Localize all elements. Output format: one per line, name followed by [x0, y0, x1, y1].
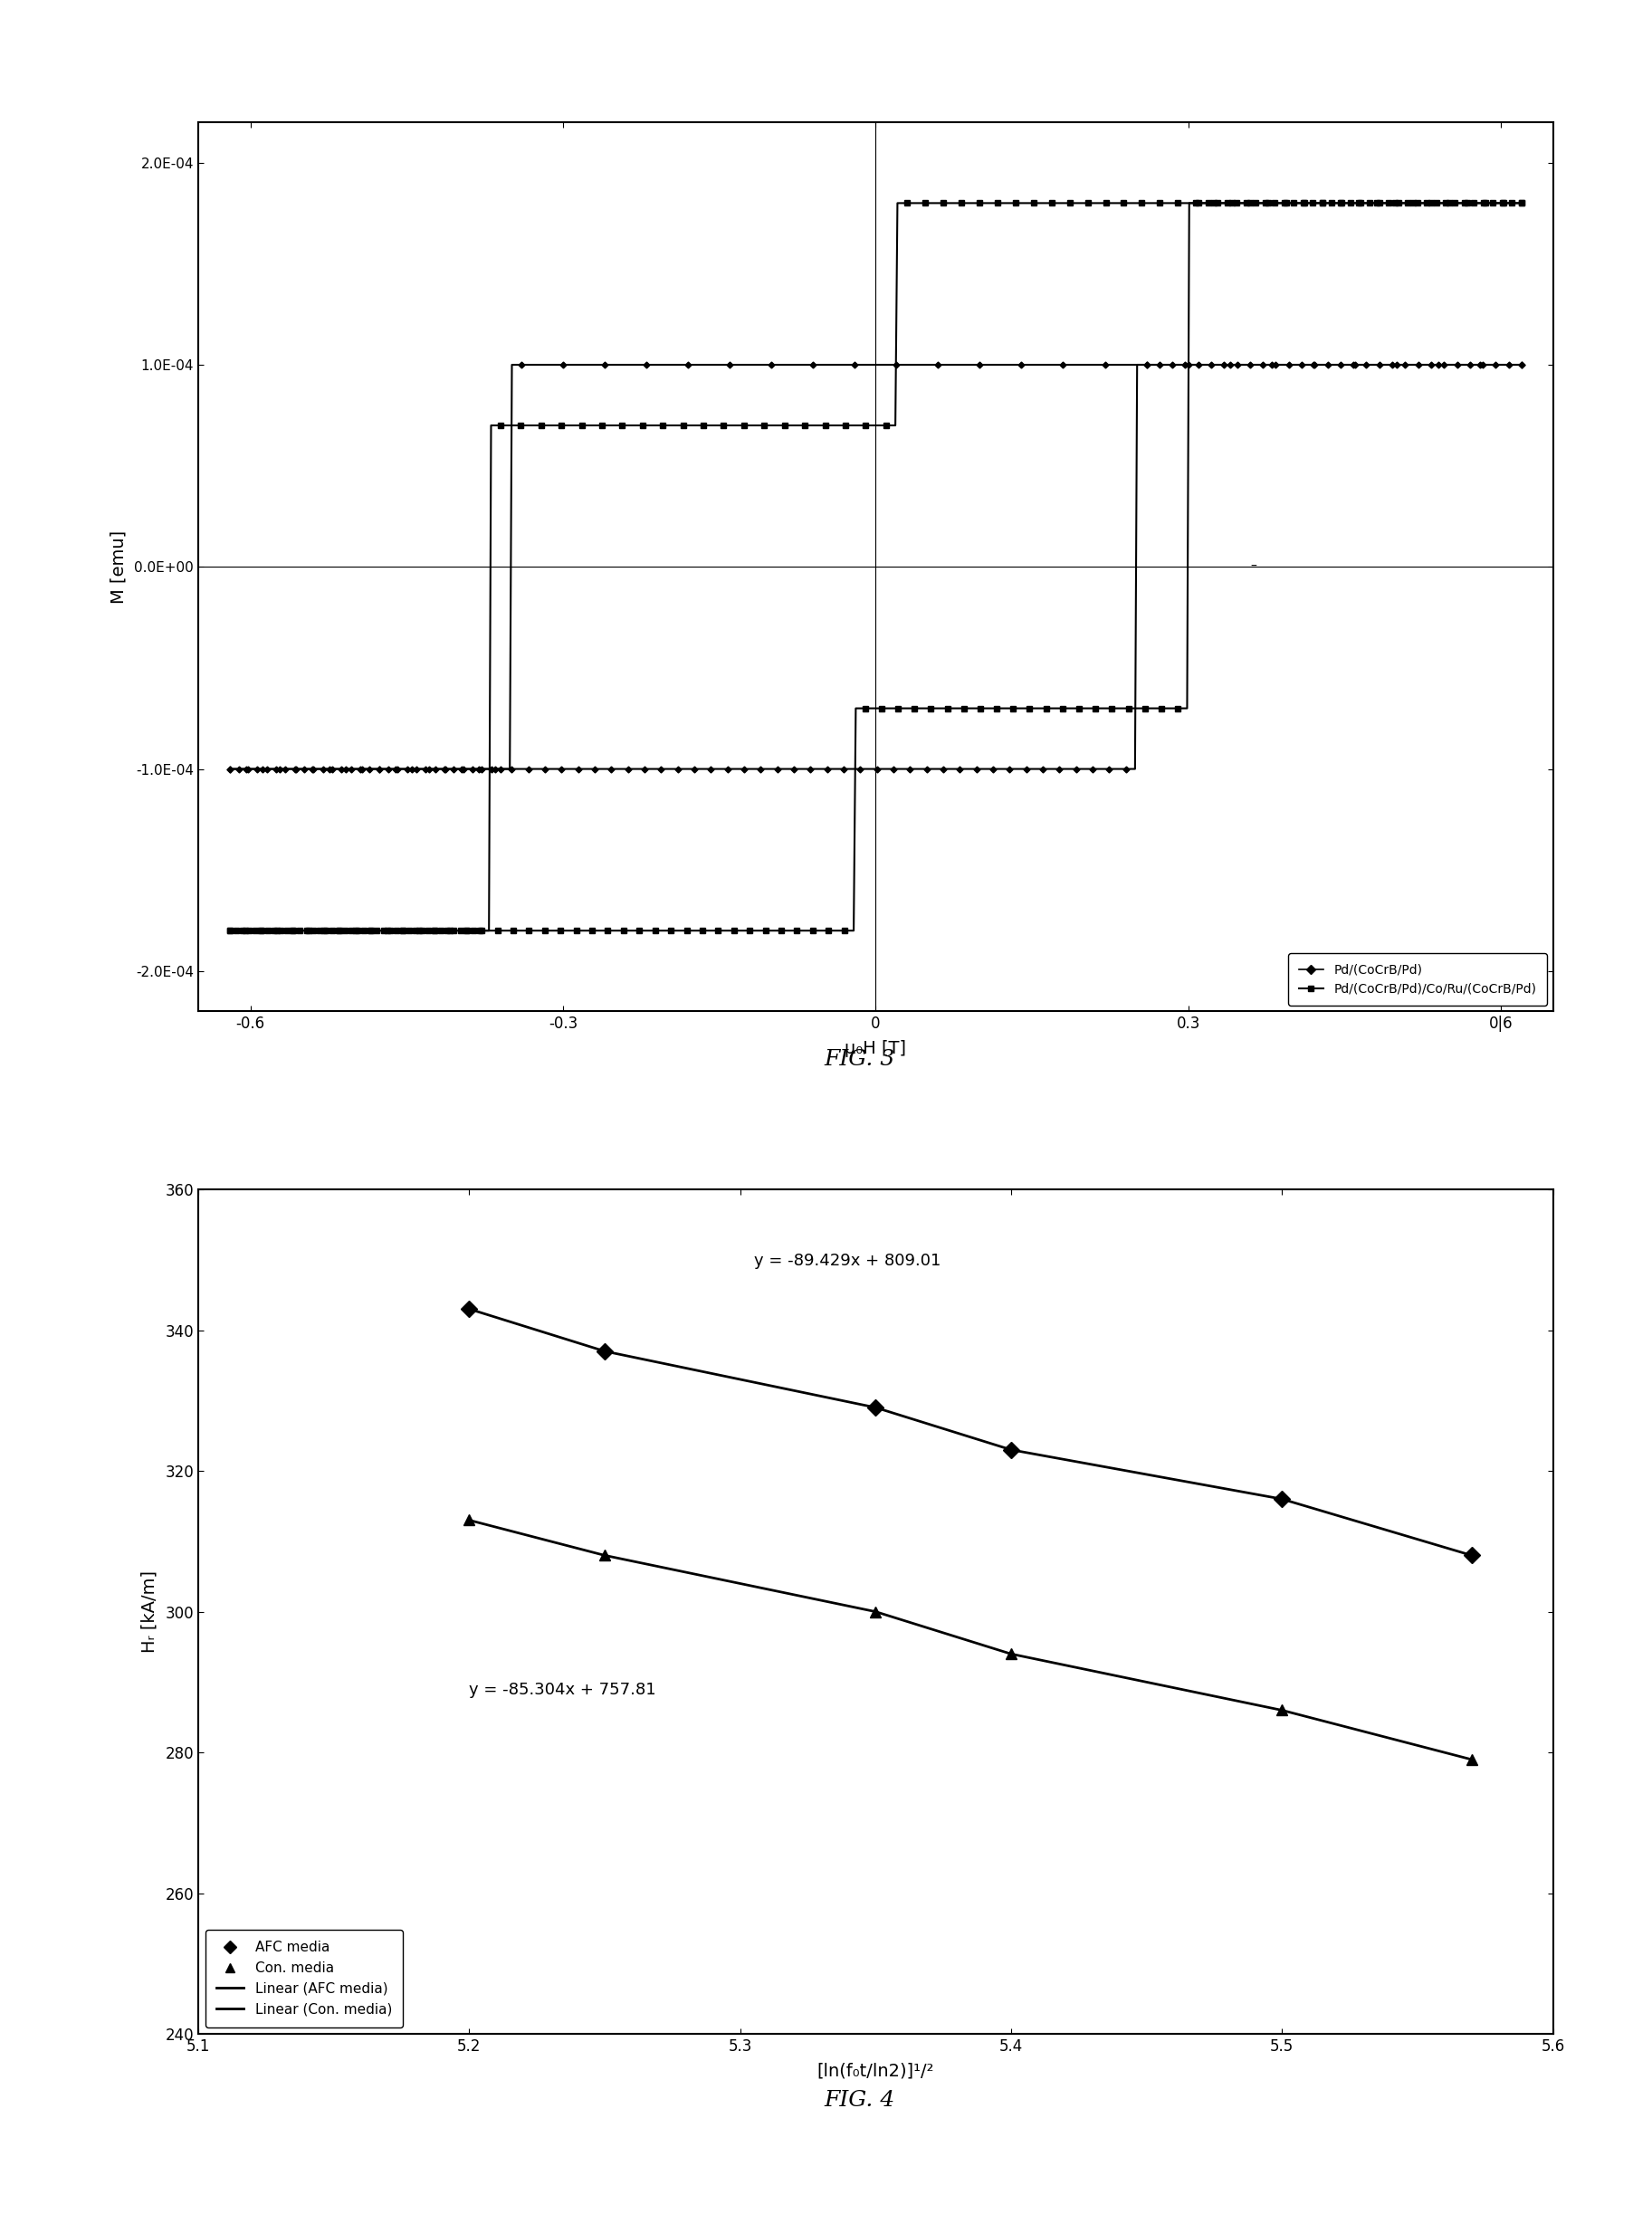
AFC media [1001, 1436, 1021, 1463]
AFC media [459, 1296, 479, 1323]
Legend: AFC media, Con. media, Linear (AFC media), Linear (Con. media): AFC media, Con. media, Linear (AFC media… [205, 1930, 403, 2027]
Y-axis label: Hᵣ [kA/m]: Hᵣ [kA/m] [140, 1569, 157, 1654]
Y-axis label: M [emu]: M [emu] [109, 529, 127, 605]
Text: –: – [1251, 560, 1257, 574]
Text: FIG. 3: FIG. 3 [824, 1049, 894, 1069]
X-axis label: [ln(f₀t/ln2)]¹/²: [ln(f₀t/ln2)]¹/² [818, 2063, 933, 2079]
AFC media [1462, 1543, 1482, 1569]
Con. media [1462, 1747, 1482, 1774]
Con. media [595, 1543, 615, 1569]
X-axis label: μ₀H [T]: μ₀H [T] [844, 1040, 907, 1056]
Legend: Pd/(CoCrB/Pd), Pd/(CoCrB/Pd)/Co/Ru/(CoCrB/Pd): Pd/(CoCrB/Pd), Pd/(CoCrB/Pd)/Co/Ru/(CoCr… [1289, 954, 1546, 1005]
AFC media [866, 1394, 885, 1420]
Con. media [1001, 1641, 1021, 1667]
Con. media [1272, 1696, 1292, 1723]
Text: FIG. 4: FIG. 4 [824, 2090, 894, 2110]
Line: Con. media: Con. media [464, 1514, 1477, 1765]
Con. media [459, 1507, 479, 1534]
Text: y = -85.304x + 757.81: y = -85.304x + 757.81 [469, 1683, 656, 1698]
Text: y = -89.429x + 809.01: y = -89.429x + 809.01 [753, 1252, 940, 1269]
Line: AFC media: AFC media [464, 1303, 1477, 1561]
AFC media [1272, 1485, 1292, 1512]
AFC media [595, 1338, 615, 1365]
Con. media [866, 1598, 885, 1625]
